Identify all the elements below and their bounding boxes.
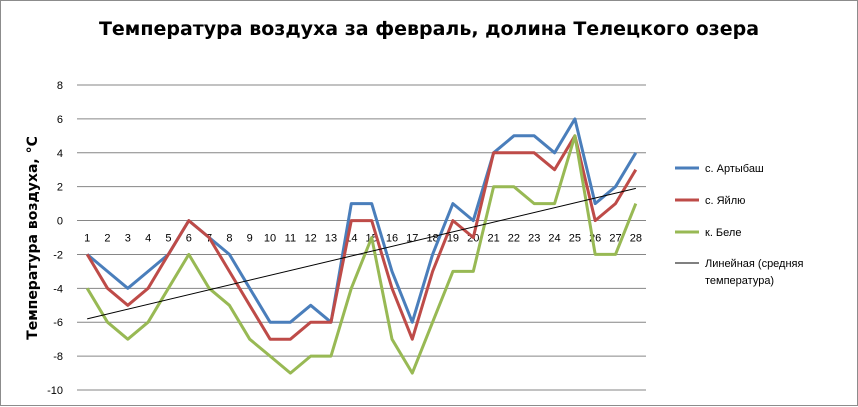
x-tick-label: 19 (447, 233, 459, 245)
x-tick-label: 13 (325, 233, 337, 245)
x-tick-label: 2 (104, 233, 110, 245)
x-tick-label: 21 (487, 233, 499, 245)
series-line-2 (85, 134, 638, 341)
x-tick-label: 16 (386, 233, 398, 245)
x-tick-label: 17 (406, 233, 418, 245)
x-tick-label: 10 (264, 233, 276, 245)
x-tick-label: 24 (548, 233, 560, 245)
x-tick-labels: 1 2 3 4 5 6 7 8 9 10 11 12 13 14 15 16 17 18 19 20 21 22 23 24 2… (84, 233, 642, 245)
x-tick-label: 3 (125, 233, 131, 245)
y-tick-label: 4 (57, 148, 63, 160)
x-tick-label: 23 (528, 233, 540, 245)
y-axis-label: Температура воздуха, °С (25, 136, 41, 340)
x-tick-label: 6 (186, 233, 192, 245)
y-tick-labels: 8 6 4 2 0 -2 -4 -6 -8 -10 (47, 80, 63, 397)
legend-label: с. Яйлю (705, 195, 745, 207)
y-tick-label: -10 (47, 385, 63, 397)
trendline (87, 187, 636, 320)
chart-title: Температура воздуха за февраль, долина Т… (99, 18, 759, 40)
y-tick-label: 6 (57, 114, 63, 126)
y-tick-label: 2 (57, 182, 63, 194)
x-tick-label: 9 (247, 233, 253, 245)
x-tick-label: 25 (569, 233, 581, 245)
x-tick-label: 4 (145, 233, 151, 245)
x-tick-label: 22 (508, 233, 520, 245)
legend-label: с. Артыбаш (705, 163, 764, 175)
series-line-3 (85, 134, 638, 375)
legend-label-trendline: Линейная (средняя (705, 258, 804, 270)
y-tick-label: -4 (53, 283, 63, 295)
x-tick-label: 1 (84, 233, 90, 245)
legend-label-trendline: температура) (705, 275, 774, 287)
y-tick-label: 8 (57, 80, 63, 92)
x-tick-label: 12 (305, 233, 317, 245)
x-tick-label: 11 (285, 233, 296, 245)
legend-label: к. Беле (705, 227, 741, 239)
y-tick-label: -8 (53, 351, 63, 363)
series-lines (85, 117, 638, 375)
legend: с. Артыбаш с. Яйлю к. Беле Линейная (средня… (675, 163, 804, 287)
y-tick-label: -2 (53, 249, 63, 261)
x-tick-label: 27 (609, 233, 621, 245)
x-tick-label: 8 (226, 233, 232, 245)
y-tick-label: -6 (53, 317, 63, 329)
x-tick-label: 5 (165, 233, 171, 245)
x-tick-label: 28 (630, 233, 642, 245)
y-tick-label: 0 (57, 216, 63, 228)
